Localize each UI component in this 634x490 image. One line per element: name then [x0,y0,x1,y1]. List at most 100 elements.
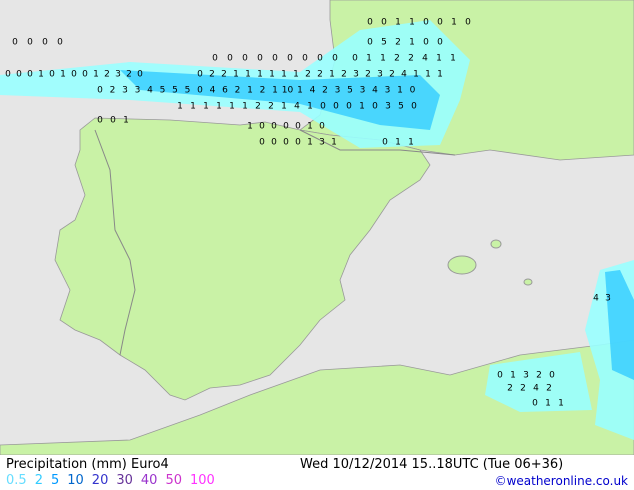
precip-value: 1 [245,70,251,80]
precip-value: 1 [425,70,431,80]
precip-value: 1 [436,54,442,64]
legend-item: 100 [189,473,215,488]
legend-item: 5 [50,473,60,488]
legend-item: 20 [91,473,109,488]
precip-value: 4 [422,54,428,64]
precip-value: 1 [281,102,287,112]
precip-value: 1 [93,70,99,80]
precip-value: 1 [366,54,372,64]
precip-value: 1 [297,86,303,96]
precip-value: 3 [135,86,141,96]
precip-value: 2 [520,384,526,394]
precip-value: 1 [510,371,516,381]
precip-value: 2 [507,384,513,394]
precip-value: 0 [137,70,143,80]
precip-value: 3 [385,86,391,96]
precip-value: 1 [123,116,129,126]
precip-value: 0 [287,54,293,64]
precip-value: 1 [269,70,275,80]
precip-value: 0 [532,399,538,409]
precip-value: 0 [283,122,289,132]
precip-value: 0 [497,371,503,381]
precip-value: 0 [259,122,265,132]
precip-value: 1 [380,54,386,64]
island [447,255,477,275]
precip-value: 0 [333,102,339,112]
precip-value: 0 [320,102,326,112]
precip-value: 0 [295,138,301,148]
map: 0 0 1 1 0 0 1 00 0 0 0 0 5 2 1 0 00 0 0 0 0 0 0 0 0 0 1 1 2 2 4 1 10 0 0 1 0… [0,0,634,456]
precip-value: 4 [593,294,599,304]
precip-value: 0 [110,116,116,126]
precip-value: 5 [185,86,191,96]
legend-item: 2 [34,473,43,488]
precip-value: 1 [293,70,299,80]
legend-item: 10 [67,473,84,488]
precip-value: 0 [283,138,289,148]
precip-value: 0 [71,70,77,80]
precip-value: 2 [126,70,132,80]
precip-value: 2 [341,70,347,80]
precip-value: 4 [210,86,216,96]
precip-value: 0 [271,122,277,132]
precip-value: 0 [381,18,387,28]
precip-value: 2 [221,70,227,80]
precip-value: 0 [227,54,233,64]
precip-value: 0 [57,38,63,48]
precip-value: 2 [546,384,552,394]
precip-value: 0 [352,54,358,64]
precip-value: 1 [331,138,337,148]
precip-value: 2 [394,54,400,64]
precip-value: 1 [60,70,66,80]
precip-value: 4 [401,70,407,80]
precip-area [485,352,592,412]
precip-value: 5 [172,86,178,96]
precip-value: 2 [322,86,328,96]
precip-value: 3 [377,70,383,80]
precip-value: 1 [307,122,313,132]
precip-value: 0 [423,18,429,28]
precip-value: 0 [27,70,33,80]
legend-item: 0.5 [6,473,27,488]
precip-value: 0 [49,70,55,80]
precip-value: 5 [398,102,404,112]
precip-value: 2 [389,70,395,80]
precip-value: 1 [216,102,222,112]
precip-value: 1 [558,399,564,409]
border [94,129,136,356]
precip-value: 2 [317,70,323,80]
precip-value: 0 [12,38,18,48]
precip-value: 2 [104,70,110,80]
precip-value: 0 [367,18,373,28]
legend-item: 40 [140,473,158,488]
precip-value: 0 [437,18,443,28]
precip-value: 0 [549,371,555,381]
precip-value: 0 [302,54,308,64]
precip-value: 1 [190,102,196,112]
precip-value: 0 [411,102,417,112]
border [299,129,456,156]
legend-item: 50 [165,473,182,488]
precip-value: 2 [235,86,241,96]
precip-value: 4 [147,86,153,96]
precip-value: 2 [395,38,401,48]
precip-value: 1 [359,102,365,112]
precip-value: 2 [268,102,274,112]
precip-value: 0 [465,18,471,28]
precip-value: 3 [385,102,391,112]
precip-value: 2 [110,86,116,96]
precip-value: 4 [533,384,539,394]
precip-value: 0 [317,54,323,64]
precip-value: 0 [97,86,103,96]
precip-value: 0 [42,38,48,48]
precip-value: 1 [177,102,183,112]
precip-value: 0 [319,122,325,132]
precip-value: 2 [209,70,215,80]
precip-value: 0 [259,138,265,148]
title: Precipitation (mm) Euro4 [6,457,169,472]
precip-value: 1 [229,102,235,112]
precip-value: 0 [257,54,263,64]
precip-value: 1 [450,54,456,64]
precip-value: 4 [372,86,378,96]
